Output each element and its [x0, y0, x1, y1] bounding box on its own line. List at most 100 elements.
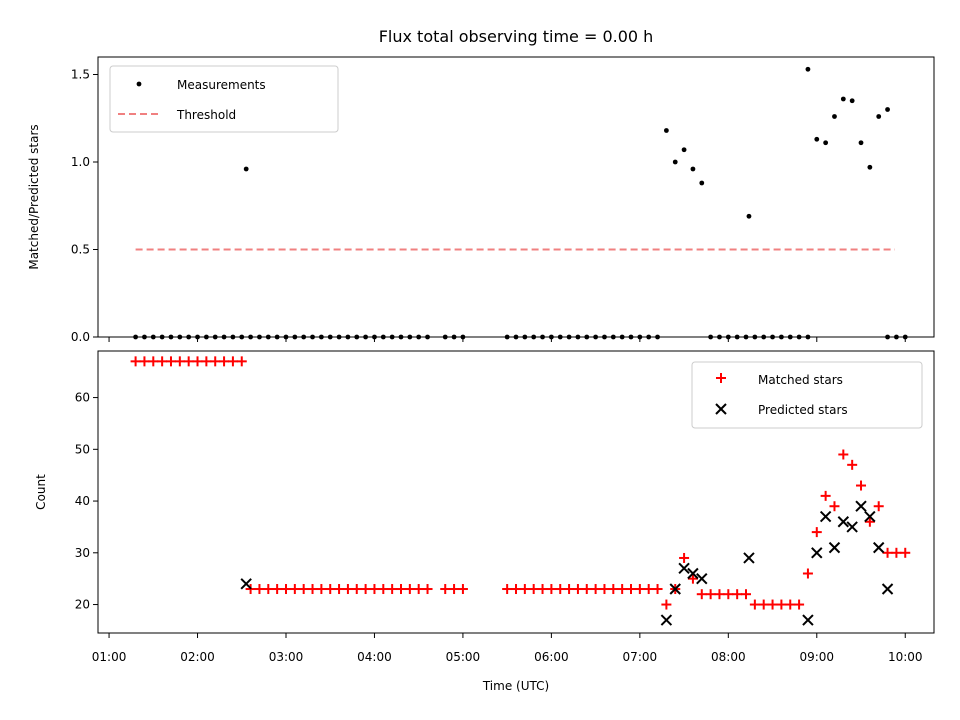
matched-star-point: [395, 584, 406, 595]
bottom-x-ticks: 01:00 02:00 03:00 04:00 05:00 06:00 07:00 08:00…: [92, 633, 923, 664]
matched-star-point: [794, 599, 805, 610]
predicted-star-point: [678, 562, 690, 575]
matched-star-point: [749, 599, 760, 610]
legend-measurements-marker: [136, 81, 142, 87]
predicted-marker-b: [864, 510, 876, 523]
measurement-point: [876, 114, 882, 119]
bottom-y-tick-label: 40: [75, 494, 90, 508]
bottom-panel: 20 30 40 50 60 01:00 02:00 03:00 04:00 05:00 06:0…: [34, 350, 935, 693]
matched-star-point: [404, 584, 415, 595]
bottom-y-axis-label: Count: [34, 474, 48, 510]
measurement-point: [243, 166, 249, 172]
matched-star-point: [254, 584, 265, 595]
matched-star-point: [758, 599, 769, 610]
measurement-point: [832, 114, 837, 119]
measurement-point: [840, 96, 846, 102]
predicted-marker-b: [828, 541, 841, 554]
matched-star-point: [413, 584, 424, 595]
top-y-tick-label: 1.0: [71, 155, 90, 169]
matched-star-point: [378, 584, 389, 595]
matched-star-point: [219, 356, 230, 367]
predicted-marker-b: [837, 516, 850, 528]
predicted-star-point: [864, 510, 876, 523]
measurement-point: [672, 159, 678, 165]
measurement-point: [867, 164, 873, 170]
top-y-axis-label: Matched/Predicted stars: [27, 124, 41, 269]
matched-star-point: [139, 356, 150, 367]
predicted-star-point: [811, 547, 823, 559]
legend-predicted-label: Predicted stars: [758, 403, 848, 417]
matched-star-point: [174, 356, 185, 367]
matched-star-point: [325, 584, 336, 595]
bottom-marks: [130, 356, 911, 626]
predicted-star-point: [855, 500, 867, 512]
predicted-marker-b: [846, 521, 858, 533]
matched-star-point: [785, 599, 796, 610]
matched-star-point: [201, 356, 212, 367]
bottom-legend-box: [691, 361, 923, 429]
matched-star-point: [289, 584, 300, 595]
matched-star-point: [519, 584, 530, 595]
top-x-ticks: [108, 337, 906, 342]
matched-star-point: [298, 584, 309, 595]
matched-star-point: [227, 356, 238, 367]
matched-star-point: [387, 584, 398, 595]
matched-star-point: [864, 516, 875, 527]
matched-star-point: [608, 584, 619, 595]
measurement-point: [849, 98, 855, 104]
top-axes-frame: [97, 56, 935, 338]
matched-star-point: [581, 584, 592, 595]
matched-star-point: [687, 573, 698, 584]
bottom-y-tick-label: 20: [75, 598, 90, 612]
x-tick-label: 08:00: [711, 650, 746, 664]
top-y-tick-label: 0.0: [71, 330, 90, 344]
matched-star-point: [776, 599, 787, 610]
matched-star-point: [457, 584, 468, 595]
matched-star-point: [334, 584, 345, 595]
matched-star-point: [847, 459, 858, 470]
predicted-marker-b: [881, 583, 894, 595]
predicted-marker-b: [811, 547, 823, 559]
matched-star-point: [873, 501, 884, 512]
measurement-point: [814, 136, 820, 142]
matched-star-point: [157, 356, 168, 367]
bottom-y-tick-label: 60: [75, 391, 90, 405]
chart-title: Flux total observing time = 0.00 h: [379, 27, 654, 46]
predicted-marker-b: [669, 583, 681, 595]
x-tick-label: 09:00: [799, 650, 834, 664]
predicted-star-point: [696, 572, 708, 585]
x-tick-label: 01:00: [92, 650, 127, 664]
measurement-point: [681, 147, 687, 153]
matched-star-point: [705, 589, 716, 600]
matched-star-point: [891, 547, 902, 558]
top-y-tick-label: 1.5: [71, 68, 90, 82]
matched-star-point: [679, 552, 690, 563]
measurement-point: [699, 180, 705, 186]
matched-star-point: [440, 584, 451, 595]
predicted-star-point: [687, 567, 699, 580]
matched-star-point: [723, 589, 734, 600]
matched-star-point: [342, 584, 353, 595]
matched-star-point: [661, 599, 672, 610]
predicted-marker-b: [678, 562, 690, 575]
predicted-marker-b: [240, 578, 252, 590]
matched-star-point: [838, 449, 849, 460]
predicted-star-point: [660, 614, 673, 626]
bottom-y-tick-label: 30: [75, 546, 90, 560]
predicted-star-point: [828, 541, 841, 554]
matched-star-point: [307, 584, 318, 595]
top-legend-box: [109, 65, 339, 133]
matched-star-point: [449, 584, 460, 595]
legend-measurements-label: Measurements: [177, 78, 266, 92]
matched-star-point: [714, 589, 725, 600]
x-tick-label: 10:00: [888, 650, 923, 664]
bottom-y-ticks: 20 30 40 50 60: [75, 391, 98, 612]
measurement-point: [746, 213, 752, 219]
predicted-marker-b: [819, 510, 832, 523]
matched-star-point: [316, 584, 327, 595]
top-y-tick-label: 0.5: [71, 243, 90, 257]
legend-matched-label: Matched stars: [758, 373, 843, 387]
x-tick-label: 03:00: [269, 650, 304, 664]
x-axis-label: Time (UTC): [482, 679, 549, 693]
